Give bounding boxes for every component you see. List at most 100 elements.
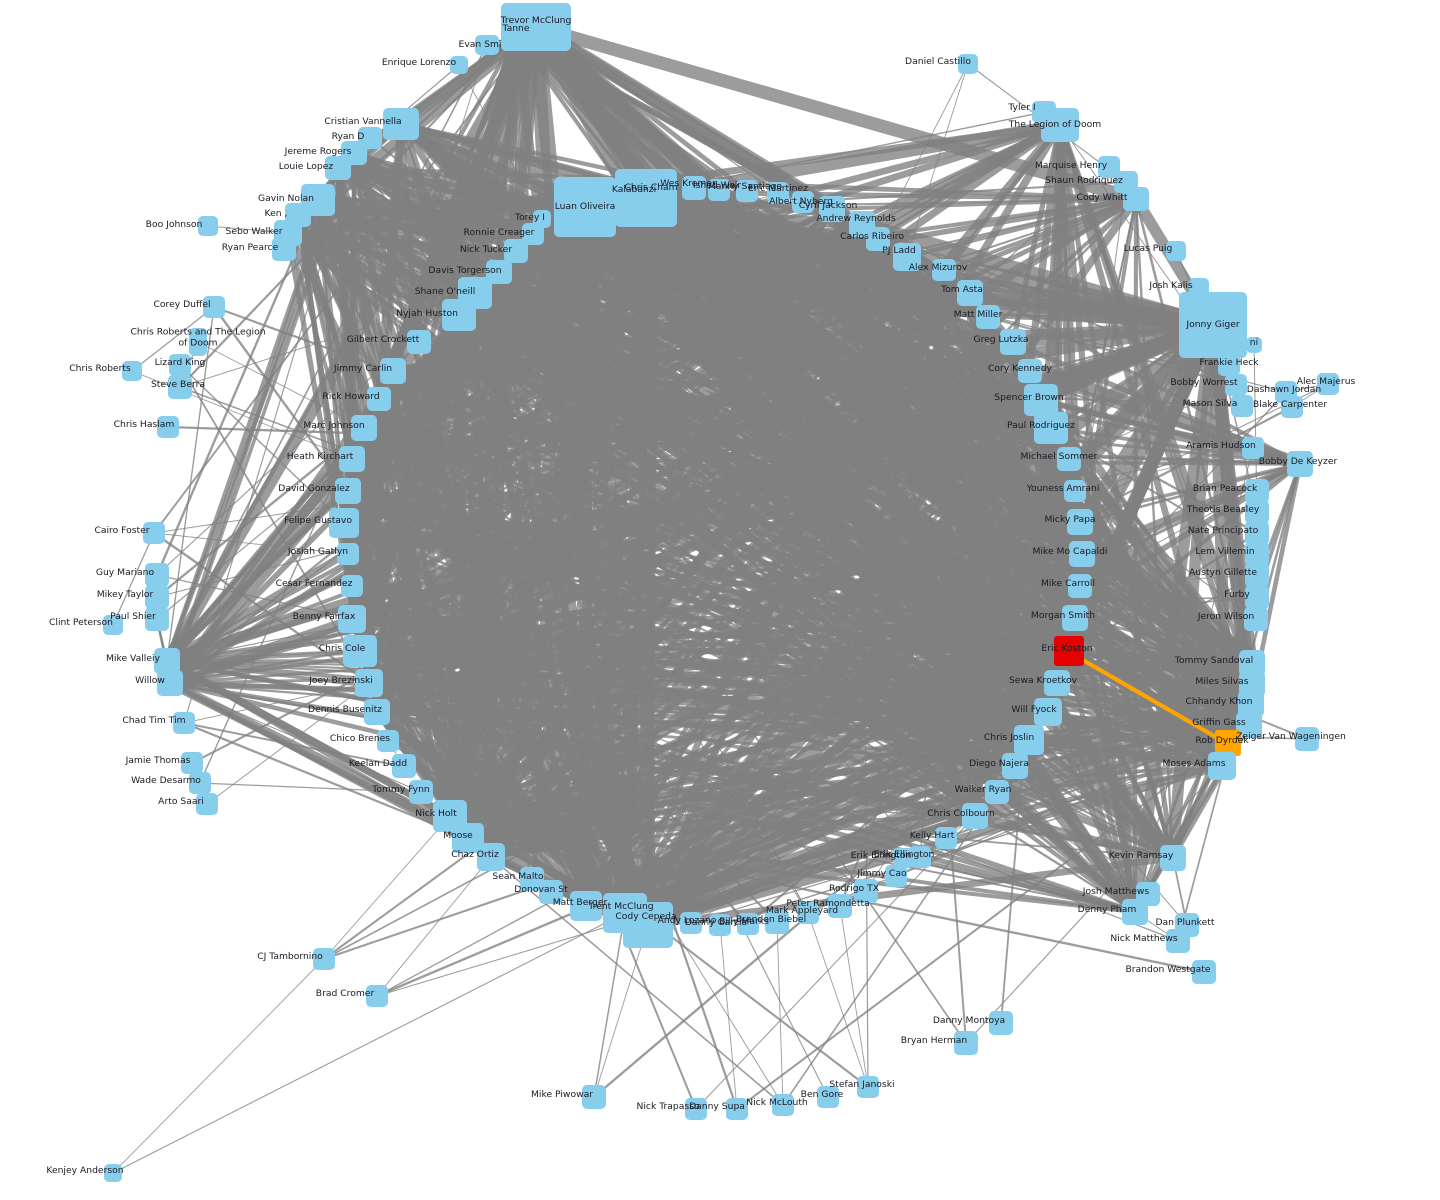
graph-node[interactable] bbox=[364, 699, 390, 725]
graph-node[interactable] bbox=[181, 752, 203, 774]
graph-node[interactable] bbox=[737, 913, 759, 935]
graph-node[interactable] bbox=[1002, 753, 1028, 779]
graph-node[interactable] bbox=[168, 375, 192, 399]
graph-node[interactable] bbox=[1245, 585, 1269, 609]
graph-node[interactable] bbox=[708, 179, 730, 201]
graph-node[interactable] bbox=[582, 1085, 606, 1109]
graph-node[interactable] bbox=[1123, 187, 1149, 211]
graph-node[interactable] bbox=[1231, 395, 1253, 417]
graph-node[interactable] bbox=[272, 237, 296, 261]
graph-node[interactable] bbox=[1215, 730, 1241, 756]
graph-node[interactable] bbox=[792, 191, 814, 213]
graph-node[interactable] bbox=[985, 780, 1009, 804]
graph-node[interactable] bbox=[817, 1086, 839, 1108]
graph-node[interactable] bbox=[935, 827, 957, 849]
graph-node[interactable] bbox=[682, 176, 706, 200]
graph-node[interactable] bbox=[1034, 698, 1062, 726]
graph-node[interactable] bbox=[1287, 451, 1313, 477]
graph-node[interactable] bbox=[1069, 541, 1095, 567]
graph-node[interactable] bbox=[122, 361, 142, 381]
graph-node[interactable] bbox=[196, 793, 218, 815]
graph-node[interactable] bbox=[767, 182, 789, 204]
graph-node[interactable] bbox=[380, 358, 406, 384]
graph-node[interactable] bbox=[522, 223, 544, 245]
graph-node[interactable] bbox=[157, 416, 179, 438]
graph-node[interactable] bbox=[976, 305, 1000, 329]
graph-node[interactable] bbox=[1064, 480, 1086, 502]
graph-node[interactable] bbox=[1054, 636, 1084, 666]
graph-node[interactable] bbox=[1218, 354, 1240, 376]
graph-node[interactable] bbox=[680, 912, 702, 934]
graph-node[interactable] bbox=[1242, 437, 1264, 459]
graph-node[interactable] bbox=[819, 196, 845, 222]
graph-node[interactable] bbox=[932, 259, 956, 281]
graph-node[interactable] bbox=[958, 54, 978, 74]
graph-node[interactable] bbox=[145, 585, 169, 609]
graph-node[interactable] bbox=[203, 296, 225, 318]
graph-node[interactable] bbox=[885, 865, 907, 887]
graph-node[interactable] bbox=[520, 867, 544, 891]
graph-node[interactable] bbox=[1044, 670, 1070, 696]
graph-node[interactable] bbox=[366, 985, 388, 1007]
graph-node[interactable] bbox=[640, 178, 670, 206]
graph-node[interactable] bbox=[1166, 929, 1190, 953]
graph-node[interactable] bbox=[857, 1076, 879, 1098]
graph-node[interactable] bbox=[475, 35, 499, 55]
graph-node[interactable] bbox=[1179, 292, 1247, 358]
graph-node[interactable] bbox=[367, 387, 391, 411]
graph-node[interactable] bbox=[325, 156, 351, 180]
graph-node[interactable] bbox=[157, 670, 183, 696]
graph-node[interactable] bbox=[1317, 373, 1339, 395]
graph-node[interactable] bbox=[1018, 359, 1042, 383]
graph-node[interactable] bbox=[1000, 329, 1026, 355]
graph-node[interactable] bbox=[989, 1011, 1013, 1035]
graph-node[interactable] bbox=[337, 543, 359, 565]
graph-node[interactable] bbox=[341, 575, 363, 597]
graph-node[interactable] bbox=[1244, 607, 1268, 631]
graph-node[interactable] bbox=[154, 648, 180, 674]
graph-node[interactable] bbox=[957, 280, 983, 306]
graph-node[interactable] bbox=[143, 522, 165, 544]
graph-node[interactable] bbox=[145, 563, 169, 587]
graph-node[interactable] bbox=[504, 239, 528, 263]
graph-node[interactable] bbox=[1245, 479, 1269, 503]
graph-node[interactable] bbox=[501, 24, 531, 48]
graph-node[interactable] bbox=[765, 910, 789, 934]
graph-node[interactable] bbox=[409, 780, 433, 804]
graph-node[interactable] bbox=[1067, 509, 1093, 535]
graph-node[interactable] bbox=[1281, 396, 1303, 418]
graph-node[interactable] bbox=[1166, 241, 1186, 261]
graph-node[interactable] bbox=[338, 605, 366, 633]
graph-node[interactable] bbox=[854, 879, 878, 903]
graph-node[interactable] bbox=[954, 1031, 978, 1055]
graph-node[interactable] bbox=[377, 730, 399, 752]
graph-node[interactable] bbox=[450, 56, 468, 74]
graph-node[interactable] bbox=[104, 1164, 122, 1182]
graph-node[interactable] bbox=[893, 243, 921, 271]
graph-node[interactable] bbox=[1062, 605, 1088, 631]
graph-node[interactable] bbox=[103, 615, 123, 635]
graph-node[interactable] bbox=[329, 508, 359, 538]
graph-node[interactable] bbox=[828, 894, 852, 918]
graph-node[interactable] bbox=[709, 914, 731, 936]
graph-node[interactable] bbox=[685, 1098, 707, 1120]
graph-node[interactable] bbox=[442, 299, 476, 331]
graph-node[interactable] bbox=[313, 948, 335, 970]
graph-node[interactable] bbox=[1014, 725, 1044, 755]
graph-node[interactable] bbox=[189, 328, 207, 356]
graph-node[interactable] bbox=[1225, 374, 1247, 396]
graph-node[interactable] bbox=[772, 1094, 794, 1116]
graph-node[interactable] bbox=[1068, 574, 1092, 598]
graph-node[interactable] bbox=[169, 354, 191, 376]
graph-node[interactable] bbox=[392, 754, 416, 778]
graph-node[interactable] bbox=[909, 846, 931, 868]
graph-node[interactable] bbox=[554, 177, 616, 237]
graph-node[interactable] bbox=[433, 800, 467, 832]
graph-node[interactable] bbox=[797, 902, 819, 924]
graph-node[interactable] bbox=[603, 893, 647, 933]
graph-node[interactable] bbox=[962, 803, 988, 829]
graph-node[interactable] bbox=[1245, 521, 1269, 545]
graph-node[interactable] bbox=[355, 669, 383, 697]
graph-node[interactable] bbox=[1122, 899, 1148, 925]
